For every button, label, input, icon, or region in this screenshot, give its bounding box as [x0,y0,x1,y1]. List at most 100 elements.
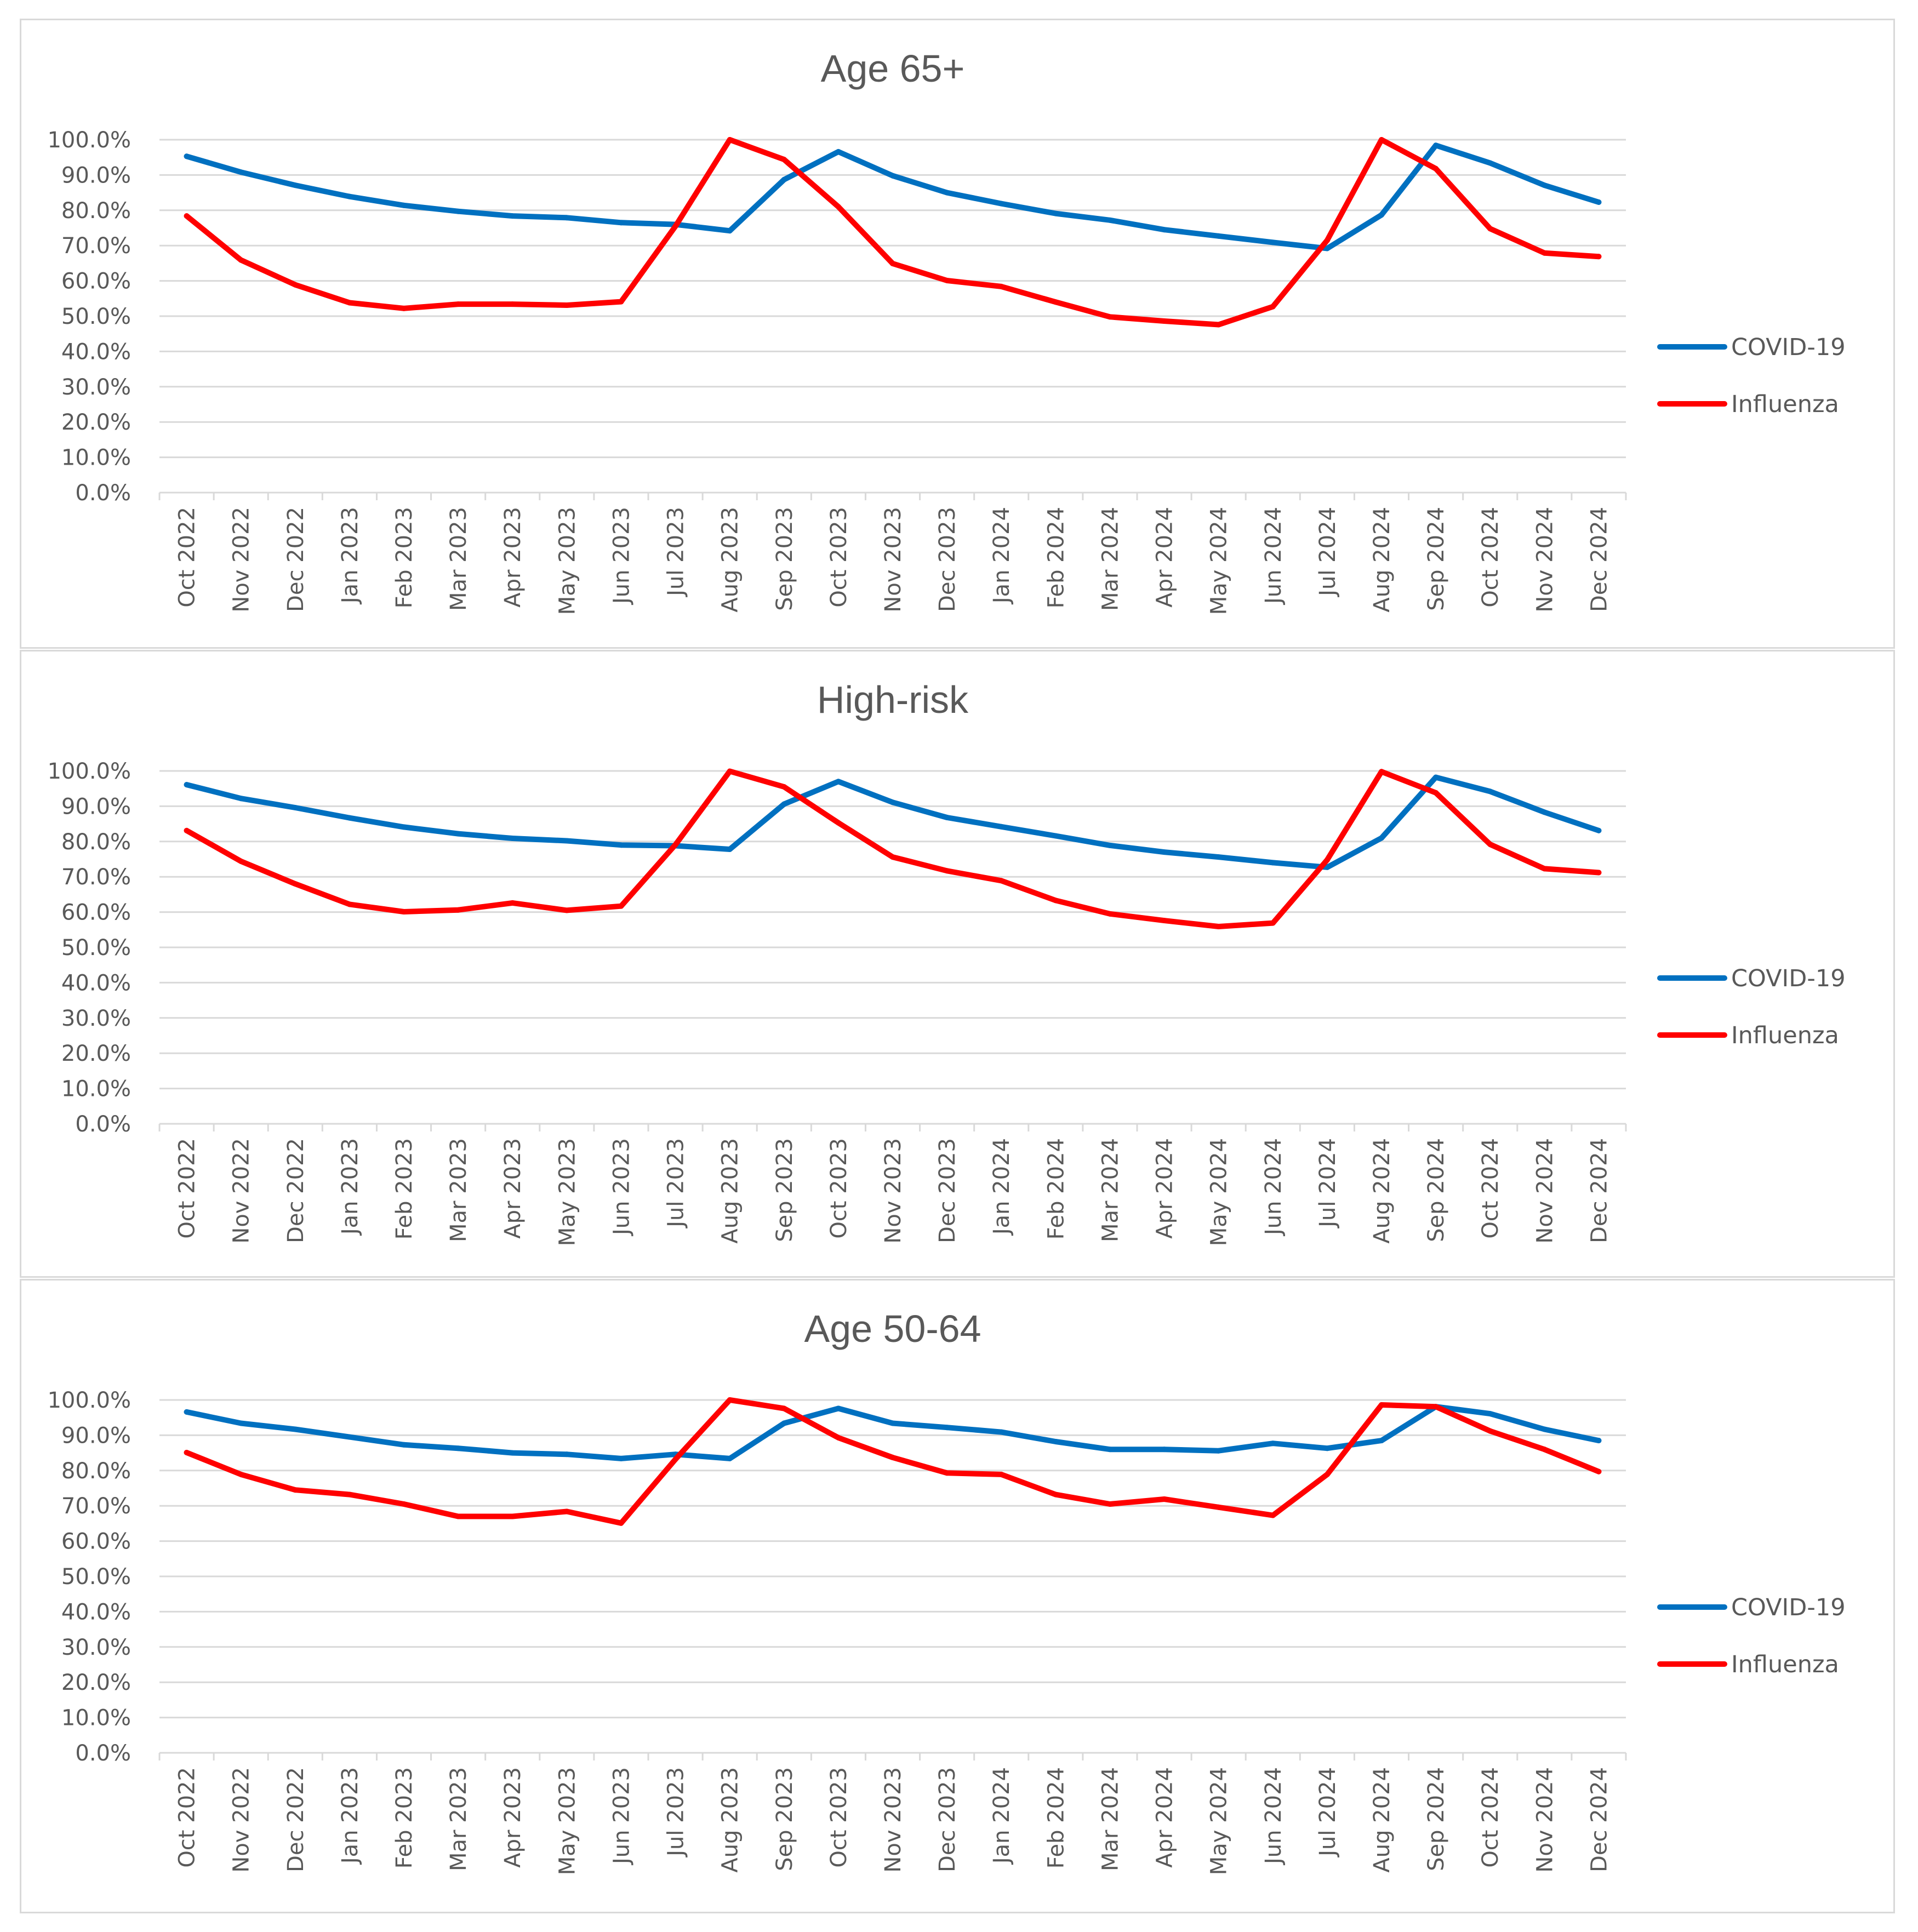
x-tick-label: Jul 2024 [1315,507,1340,598]
data-point-covid-19 [727,228,733,234]
line-chart-age-65-plus: Age 65+ 0.0% 10.0% 20.0% 30.0% 40.0% 50.0% 60.0… [47,47,1845,615]
data-point-influenza [238,858,244,864]
data-point-influenza [292,282,298,288]
data-point-influenza [1542,250,1548,256]
y-tick-label: 50.0% [61,304,131,329]
x-tick-label: Nov 2022 [229,1767,254,1873]
data-point-covid-19 [564,1451,570,1457]
data-point-covid-19 [1596,1438,1602,1444]
data-point-covid-19 [1161,849,1167,855]
chart-panel-age-65-plus: Age 65+ 0.0% 10.0% 20.0% 30.0% 40.0% 50.0% 60.0… [20,19,1895,649]
data-point-covid-19 [781,1420,787,1426]
data-point-influenza [1433,1404,1439,1410]
data-point-influenza [727,137,733,142]
data-point-covid-19 [1107,217,1113,223]
x-tick-label: Feb 2023 [392,1767,417,1868]
x-tick-label: Nov 2024 [1532,1767,1557,1873]
data-point-covid-19 [1379,835,1384,841]
y-tick-label: 40.0% [61,339,131,364]
data-point-covid-19 [998,1429,1004,1435]
data-point-influenza [455,1513,461,1519]
data-point-covid-19 [1596,827,1602,833]
x-tick-label: Nov 2023 [881,1767,906,1873]
y-tick-label: 60.0% [61,900,131,925]
x-tick-label: Jul 2024 [1315,1138,1340,1229]
x-tick-label: Oct 2022 [175,1767,200,1868]
data-point-influenza [998,878,1004,884]
x-tick-label: Sep 2024 [1424,507,1449,611]
legend-label-covid-19: COVID-19 [1731,965,1846,992]
series-line-influenza [184,1397,1602,1526]
data-point-influenza [618,903,624,909]
data-point-influenza [292,881,298,887]
data-point-covid-19 [781,176,787,182]
y-tick-label: 60.0% [61,269,131,294]
y-tick-label: 10.0% [61,1077,131,1102]
x-tick-label: May 2023 [555,507,580,615]
data-point-influenza [1161,918,1167,924]
data-point-influenza [727,1397,733,1403]
data-point-influenza [890,261,895,267]
data-point-covid-19 [346,1434,352,1440]
data-point-influenza [564,1508,570,1514]
x-tick-label: Jan 2023 [338,507,363,605]
x-tick-label: Jan 2024 [989,507,1014,605]
x-tick-label: Jun 2024 [1261,507,1286,605]
data-point-covid-19 [1324,1445,1330,1451]
x-tick-label: Aug 2024 [1369,1138,1395,1244]
data-point-influenza [184,213,190,219]
x-tick-label: Jun 2024 [1261,1138,1286,1237]
data-point-influenza [1270,304,1276,310]
x-tick-label: Dec 2023 [935,1767,960,1872]
x-tick-label: May 2024 [1207,507,1232,615]
data-point-influenza [890,854,895,860]
data-point-influenza [1053,898,1059,904]
data-point-covid-19 [835,779,841,785]
data-point-influenza [944,277,950,283]
data-point-covid-19 [1542,1426,1548,1432]
data-point-covid-19 [1433,774,1439,780]
data-point-covid-19 [564,838,570,844]
data-point-influenza [401,908,407,914]
data-point-influenza [618,299,624,305]
series-line-covid-19 [184,1404,1602,1461]
x-tick-label: Jan 2024 [989,1138,1014,1236]
data-point-influenza [1161,1496,1167,1502]
data-point-covid-19 [1596,199,1602,205]
x-tick-label: Nov 2023 [881,1138,906,1244]
x-tick-label: Apr 2023 [500,1138,526,1239]
y-tick-label: 10.0% [61,445,131,471]
data-point-influenza [672,1456,678,1462]
x-tick-label: Jan 2024 [989,1767,1014,1865]
y-tick-label: 10.0% [61,1706,131,1731]
chart-title: Age 50-64 [804,1307,981,1350]
y-tick-label: 20.0% [61,410,131,435]
data-point-influenza [564,302,570,308]
data-point-influenza [346,300,352,306]
data-point-covid-19 [944,815,950,821]
x-tick-label: Jan 2023 [338,1767,363,1865]
x-tick-label: Dec 2024 [1586,1138,1612,1243]
x-tick-label: Feb 2023 [392,507,417,608]
y-tick-label: 30.0% [61,375,131,400]
data-point-covid-19 [1215,854,1221,860]
data-point-covid-19 [1379,1438,1384,1444]
data-point-influenza [672,223,678,229]
data-point-influenza [1324,857,1330,863]
data-point-covid-19 [455,831,461,837]
x-tick-label: Feb 2024 [1043,507,1069,608]
x-tick-label: Sep 2023 [772,507,797,611]
data-point-influenza [184,1449,190,1455]
x-tick-label: Oct 2023 [826,1138,852,1239]
data-point-covid-19 [292,182,298,188]
data-point-influenza [1433,165,1439,172]
x-tick-label: Feb 2024 [1043,1767,1069,1868]
data-point-influenza [1379,137,1384,142]
y-tick-label: 90.0% [61,794,131,819]
data-point-covid-19 [292,804,298,810]
x-tick-label: Dec 2022 [283,1138,309,1243]
x-tick-label: Jul 2023 [664,1138,689,1229]
x-tick-label: Aug 2024 [1369,507,1395,613]
data-point-influenza [1596,1468,1602,1474]
x-tick-label: May 2023 [555,1767,580,1875]
